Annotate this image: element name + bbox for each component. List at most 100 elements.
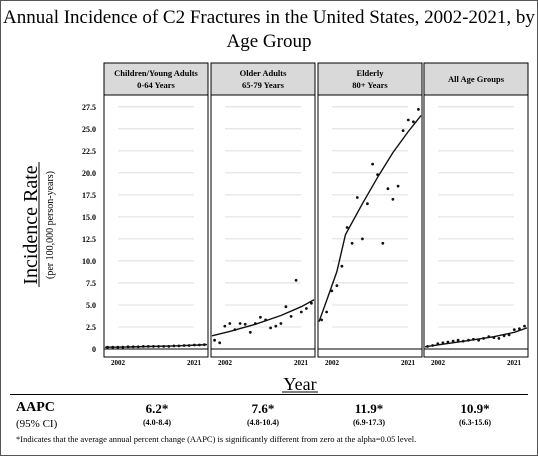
x-tick-label: 2021 bbox=[401, 359, 416, 367]
data-point bbox=[436, 342, 440, 346]
data-point bbox=[299, 310, 303, 314]
panel-header-box bbox=[423, 62, 529, 96]
data-point bbox=[487, 335, 491, 339]
panel-header-title: Children/Young Adults bbox=[114, 68, 198, 78]
data-point bbox=[492, 336, 496, 339]
data-point bbox=[172, 344, 176, 348]
y-tick-label: 25.0 bbox=[82, 125, 96, 134]
chart-title-line1: Annual Incidence of C2 Fractures in the … bbox=[3, 7, 535, 28]
y-tick-label: 17.5 bbox=[82, 191, 96, 200]
y-tick-label: 2.5 bbox=[86, 323, 96, 332]
data-point bbox=[289, 315, 293, 318]
aapc-value-elderly: 11.9* bbox=[354, 401, 384, 416]
panel-plot-box bbox=[103, 94, 209, 358]
y-tick-label: 7.5 bbox=[86, 279, 96, 288]
panel-header-box bbox=[210, 62, 316, 96]
data-point bbox=[482, 337, 485, 340]
x-tick-label: 2021 bbox=[507, 359, 522, 367]
data-point bbox=[371, 162, 374, 166]
data-point bbox=[502, 334, 506, 338]
y-tick-label: 12.5 bbox=[82, 235, 96, 244]
data-point bbox=[376, 173, 379, 177]
data-point bbox=[284, 305, 288, 309]
chart-title: Annual Incidence of C2 Fractures in the … bbox=[0, 6, 538, 54]
trend-line bbox=[211, 299, 315, 337]
data-point bbox=[228, 322, 232, 325]
data-point bbox=[233, 328, 237, 331]
trend-line bbox=[318, 115, 422, 322]
data-point bbox=[192, 343, 196, 347]
y-tick-label: 10.0 bbox=[82, 257, 96, 266]
x-tick-label: 2021 bbox=[294, 359, 309, 367]
aapc-ci-children: (4.0-8.4) bbox=[143, 418, 171, 427]
data-point bbox=[187, 344, 191, 347]
data-point bbox=[325, 310, 328, 314]
data-point bbox=[198, 343, 201, 347]
data-point bbox=[243, 322, 247, 326]
data-point bbox=[523, 324, 526, 328]
data-point bbox=[116, 345, 120, 349]
panel-plot-box bbox=[317, 94, 423, 358]
y-tick-label: 20.0 bbox=[82, 169, 96, 178]
aapc-ci-elderly: (6.9-17.3) bbox=[353, 418, 385, 427]
aapc-value-older: 7.6* bbox=[251, 401, 275, 416]
data-point bbox=[310, 301, 313, 305]
data-point bbox=[451, 339, 455, 343]
data-point bbox=[111, 345, 115, 349]
data-point bbox=[248, 330, 252, 334]
y-axis-label: Incidence Rate bbox=[20, 165, 42, 284]
data-point bbox=[386, 187, 390, 191]
y-tick-label: 27.5 bbox=[82, 103, 96, 112]
x-tick-label: 2002 bbox=[431, 359, 446, 367]
data-point bbox=[366, 202, 369, 206]
data-point bbox=[213, 338, 217, 342]
data-point bbox=[335, 284, 339, 287]
x-axis-label: Year bbox=[283, 374, 316, 394]
data-point bbox=[350, 241, 354, 245]
data-point bbox=[381, 241, 385, 245]
y-tick-label: 0 bbox=[92, 345, 96, 354]
data-point bbox=[406, 118, 410, 122]
data-point bbox=[279, 322, 283, 325]
y-axis-sublabel: (per 100,000 person-years) bbox=[45, 171, 56, 279]
panel-header-subtitle: 65-79 Years bbox=[242, 80, 285, 90]
data-point bbox=[456, 338, 460, 342]
data-point bbox=[340, 264, 344, 268]
data-point bbox=[121, 345, 125, 349]
x-tick-label: 2002 bbox=[111, 359, 126, 367]
data-point bbox=[269, 326, 272, 330]
chart-svg: 0 2.5 5.0 7.5 10.0 12.5 15.0 17.5 20.0 22.5 25.0 27… bbox=[20, 62, 529, 394]
data-point bbox=[152, 345, 155, 348]
aapc-ci-older: (4.8-10.4) bbox=[247, 418, 279, 427]
aapc-section: AAPC (95% CI) 6.2* (4.0-8.4) 7.6* (4.8-1… bbox=[0, 396, 538, 456]
data-point bbox=[472, 337, 475, 341]
chart-title-line2: Age Group bbox=[226, 31, 312, 52]
data-point bbox=[355, 196, 359, 199]
data-point bbox=[320, 318, 323, 322]
data-point bbox=[412, 120, 415, 124]
x-tick-label: 2002 bbox=[218, 359, 233, 367]
panel-plot-box bbox=[423, 94, 529, 358]
data-point bbox=[264, 318, 267, 322]
data-point bbox=[136, 345, 140, 349]
trend-line bbox=[424, 327, 528, 348]
panel-header-box bbox=[317, 62, 423, 96]
data-point bbox=[167, 345, 171, 348]
data-point bbox=[497, 337, 501, 340]
panel-header-title: All Age Groups bbox=[448, 74, 505, 84]
footnote: *Indicates that the average annual perce… bbox=[16, 434, 417, 444]
panel-header-subtitle: 80+ Years bbox=[352, 80, 388, 90]
data-point bbox=[431, 344, 434, 347]
panel-header-subtitle: 0-64 Years bbox=[137, 80, 175, 90]
data-point bbox=[396, 184, 400, 188]
data-point bbox=[126, 345, 130, 349]
data-point bbox=[141, 345, 145, 348]
data-point bbox=[345, 226, 349, 229]
data-point bbox=[146, 345, 150, 348]
data-point bbox=[238, 322, 242, 325]
aapc-ci-label: (95% CI) bbox=[16, 418, 58, 430]
data-point bbox=[253, 322, 257, 325]
data-point bbox=[391, 197, 395, 201]
data-point bbox=[177, 344, 181, 348]
data-point bbox=[162, 345, 166, 348]
